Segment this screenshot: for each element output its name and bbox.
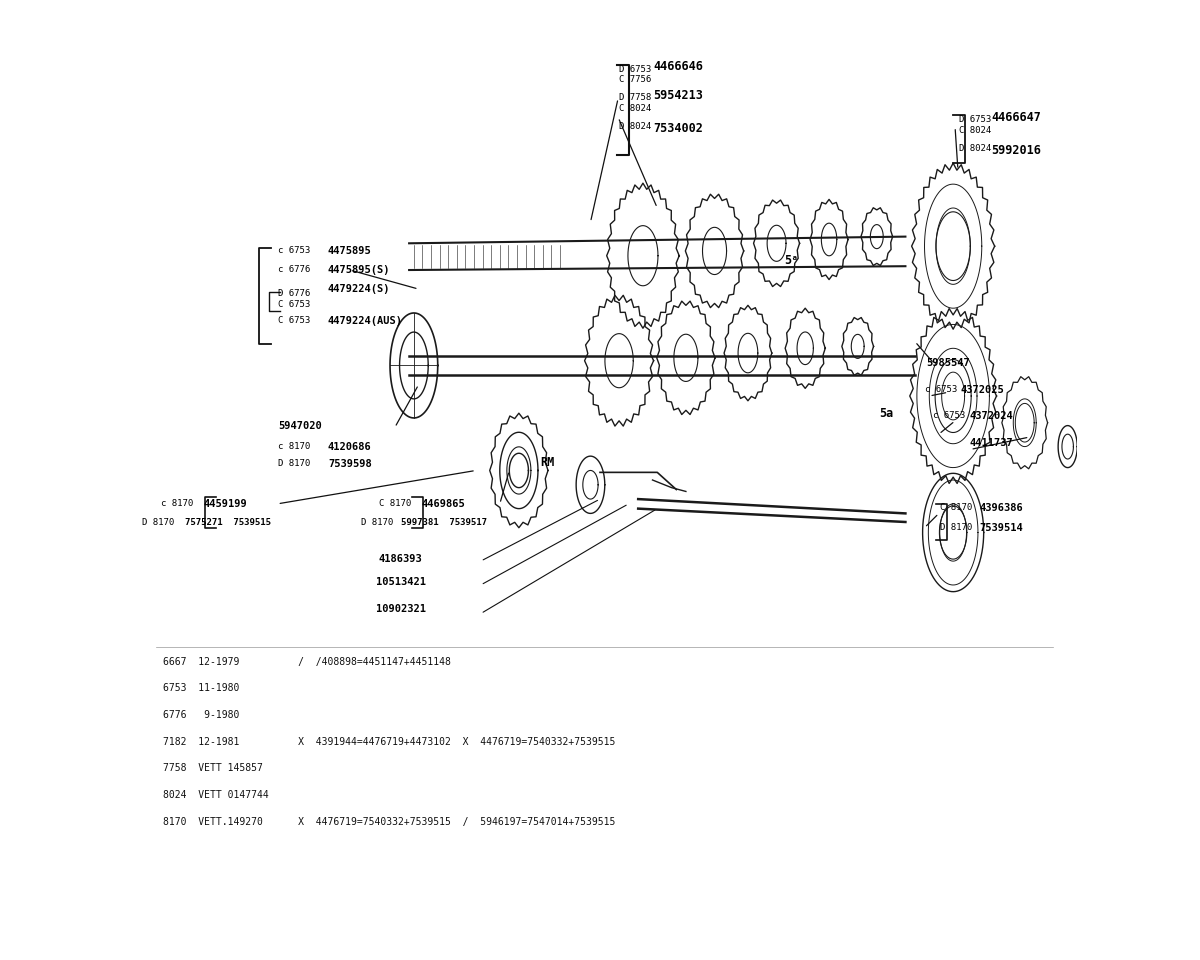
Text: 7575271  7539515: 7575271 7539515 — [185, 518, 271, 527]
Text: D 6776
C 6753: D 6776 C 6753 — [278, 289, 311, 308]
Text: D 7758
C 8024: D 7758 C 8024 — [619, 93, 652, 113]
Text: 4372025: 4372025 — [961, 385, 1004, 395]
Text: 6753  11-1980: 6753 11-1980 — [163, 684, 239, 693]
Text: 4459199: 4459199 — [204, 499, 247, 509]
Text: D 8024: D 8024 — [619, 122, 652, 132]
Text: D 8170: D 8170 — [142, 518, 174, 527]
Text: c 8170: c 8170 — [278, 442, 311, 451]
Text: 5985547: 5985547 — [926, 358, 970, 368]
Text: 5992016: 5992016 — [991, 144, 1042, 157]
Text: D 8170: D 8170 — [278, 459, 311, 468]
Text: 4372024: 4372024 — [970, 411, 1013, 421]
Text: 5997381  7539517: 5997381 7539517 — [402, 518, 487, 527]
Text: 7758  VETT 145857: 7758 VETT 145857 — [163, 763, 263, 774]
Text: c 6753: c 6753 — [934, 411, 965, 420]
Text: 5947020: 5947020 — [278, 420, 322, 431]
Text: 5ᵃ: 5ᵃ — [784, 254, 798, 267]
Text: 4475895: 4475895 — [328, 246, 372, 256]
Text: 7539598: 7539598 — [328, 459, 372, 469]
Text: 4475895(S): 4475895(S) — [328, 265, 390, 276]
Text: 7182  12-1981          X  4391944=4476719+4473102  X  4476719=7540332+7539515: 7182 12-1981 X 4391944=4476719+4473102 X… — [163, 736, 616, 747]
Text: 4466646: 4466646 — [654, 60, 703, 73]
Text: 10513421: 10513421 — [376, 577, 426, 588]
Text: 5a: 5a — [880, 407, 894, 420]
Text: c 8170: c 8170 — [161, 499, 193, 508]
Text: 6667  12-1979          /  /408898=4451147+4451148: 6667 12-1979 / /408898=4451147+4451148 — [163, 657, 451, 666]
Text: 7534002: 7534002 — [654, 122, 703, 135]
Text: 4469865: 4469865 — [421, 499, 466, 509]
Text: 4186393: 4186393 — [378, 555, 422, 564]
Text: D 8170: D 8170 — [940, 523, 972, 532]
Text: C 6753: C 6753 — [278, 316, 311, 324]
Text: 8170  VETT.149270      X  4476719=7540332+7539515  /  5946197=7547014+7539515: 8170 VETT.149270 X 4476719=7540332+75395… — [163, 817, 616, 827]
Text: 4396386: 4396386 — [980, 503, 1024, 513]
Text: c 6753: c 6753 — [924, 385, 956, 394]
Text: 6776   9-1980: 6776 9-1980 — [163, 710, 239, 720]
Text: 4479224(S): 4479224(S) — [328, 284, 390, 295]
Text: 4479224(AUS): 4479224(AUS) — [328, 316, 403, 325]
Text: D 6753
C 8024: D 6753 C 8024 — [959, 115, 991, 134]
Text: 8024  VETT 0147744: 8024 VETT 0147744 — [163, 790, 269, 801]
Text: RM: RM — [540, 456, 554, 469]
Text: C 8170: C 8170 — [378, 499, 410, 508]
Text: 4466647: 4466647 — [991, 110, 1042, 124]
Text: 7539514: 7539514 — [980, 523, 1024, 533]
Text: c 6753: c 6753 — [278, 246, 311, 255]
Text: D 8024: D 8024 — [959, 144, 991, 153]
Text: 5954213: 5954213 — [654, 88, 703, 102]
Text: 10902321: 10902321 — [376, 604, 426, 614]
Text: 4120686: 4120686 — [328, 442, 372, 452]
Text: D 6753
C 7756: D 6753 C 7756 — [619, 65, 652, 84]
Text: c 6776: c 6776 — [278, 265, 311, 275]
Text: 4411737: 4411737 — [970, 438, 1013, 448]
Text: D 8170: D 8170 — [361, 518, 394, 527]
Text: C 8170: C 8170 — [940, 503, 972, 512]
